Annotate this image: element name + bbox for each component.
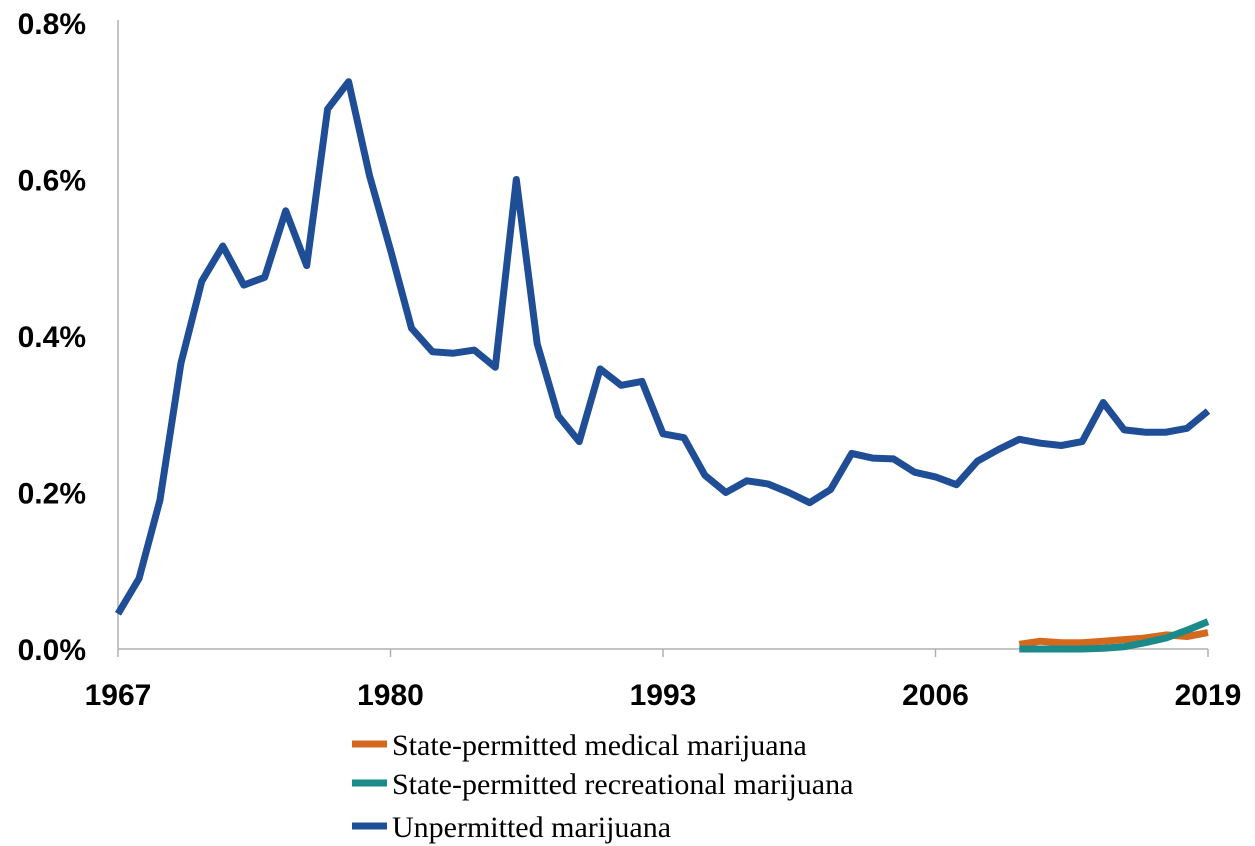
x-tick-label: 1980 — [357, 679, 424, 712]
y-tick-label: 0.8% — [18, 8, 86, 41]
series-line-unpermitted-marijuana — [114, 78, 1211, 616]
x-tick-label: 1967 — [85, 679, 152, 712]
legend-label: Unpermitted marijuana — [392, 811, 671, 844]
x-axis-tick-marks — [117, 649, 1209, 657]
y-axis-tick-labels: 0.0% 0.2% 0.4% 0.6% 0.8% — [18, 8, 86, 667]
legend: State-permitted medical marijuana State-p… — [352, 729, 853, 844]
x-tick-label: 2019 — [1175, 679, 1242, 712]
y-tick-label: 0.2% — [18, 478, 86, 511]
x-tick-label: 1993 — [630, 679, 697, 712]
legend-label: State-permitted medical marijuana — [392, 729, 807, 762]
x-axis-tick-labels: 1967 1980 1993 2006 2019 — [85, 679, 1242, 712]
x-tick-label: 2006 — [902, 679, 969, 712]
y-tick-label: 0.4% — [18, 321, 86, 354]
series-lines — [114, 78, 1211, 653]
y-tick-label: 0.0% — [18, 634, 86, 667]
y-tick-label: 0.6% — [18, 165, 86, 198]
series-line-state-permitted-recreational-marijuana — [1019, 618, 1210, 653]
legend-label: State-permitted recreational marijuana — [392, 768, 853, 801]
